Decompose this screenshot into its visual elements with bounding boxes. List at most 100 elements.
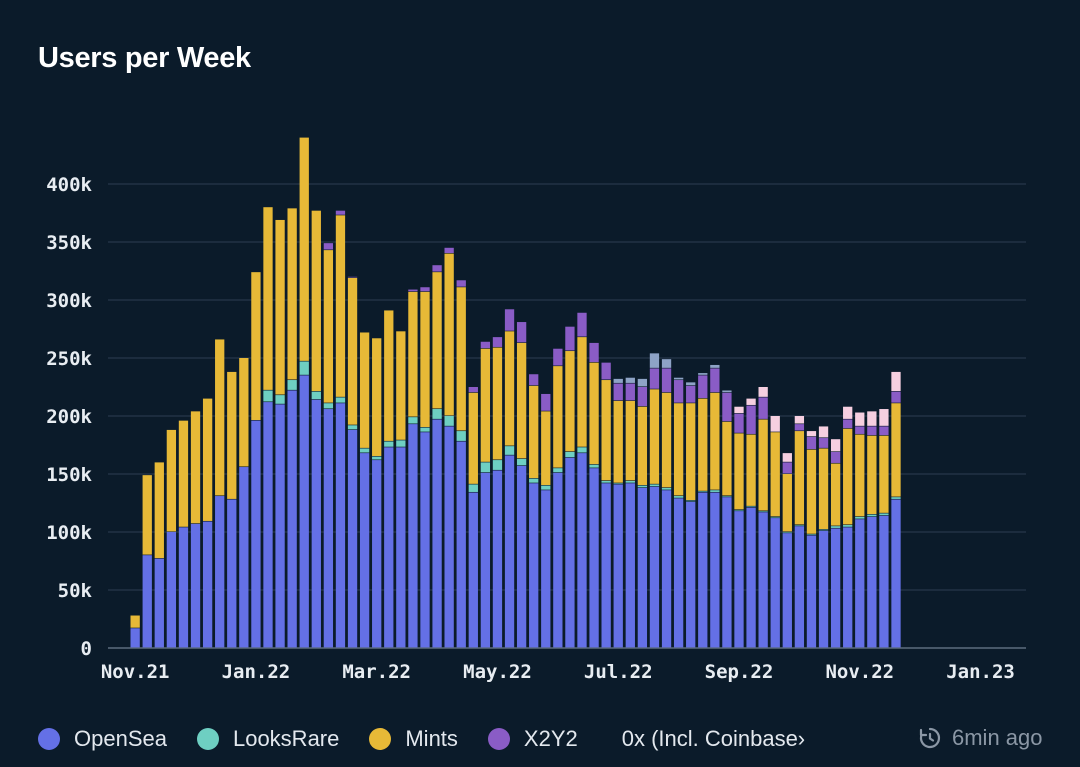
bar-segment-opensea[interactable] (649, 486, 660, 648)
bar-segment-opensea[interactable] (166, 532, 177, 648)
bar-segment-mints[interactable] (541, 411, 551, 485)
bar-segment-other[interactable] (818, 426, 829, 438)
bar-segment-other[interactable] (806, 431, 817, 437)
bar-segment-opensea[interactable] (287, 390, 297, 648)
legend-item-opensea[interactable]: OpenSea (38, 726, 167, 752)
bar-segment-opensea[interactable] (722, 497, 732, 648)
bar-segment-looksrare[interactable] (867, 514, 877, 517)
bar-segment-mints[interactable] (166, 429, 177, 532)
bar-segment-x2y2[interactable] (637, 387, 648, 407)
bar-segment-mints[interactable] (794, 431, 805, 525)
bar-segment-mints[interactable] (601, 380, 611, 481)
bar-segment-mints[interactable] (190, 411, 201, 524)
bar-segment-opensea[interactable] (420, 432, 430, 648)
bar-segment-blur[interactable] (698, 373, 708, 375)
bar-segment-x2y2[interactable] (347, 276, 358, 278)
bar-segment-other[interactable] (830, 439, 841, 452)
bar-segment-mints[interactable] (637, 406, 648, 485)
bar-segment-looksrare[interactable] (577, 447, 587, 453)
bar-segment-opensea[interactable] (202, 521, 213, 648)
bar-segment-looksrare[interactable] (275, 395, 285, 404)
bar-segment-mints[interactable] (879, 435, 889, 513)
bar-segment-mints[interactable] (239, 358, 249, 467)
bar-segment-mints[interactable] (529, 385, 539, 479)
bar-segment-opensea[interactable] (843, 527, 853, 648)
bar-segment-opensea[interactable] (432, 419, 442, 648)
bar-segment-other[interactable] (758, 387, 768, 397)
bar-segment-looksrare[interactable] (323, 403, 334, 409)
bar-segment-x2y2[interactable] (516, 322, 527, 343)
bar-segment-mints[interactable] (154, 462, 164, 559)
bar-segment-mints[interactable] (215, 339, 225, 496)
bar-segment-opensea[interactable] (734, 511, 744, 648)
bar-segment-x2y2[interactable] (673, 380, 684, 403)
bar-segment-x2y2[interactable] (601, 362, 611, 380)
bar-segment-mints[interactable] (311, 210, 321, 392)
bar-segment-mints[interactable] (492, 347, 503, 460)
bar-segment-blur[interactable] (722, 390, 732, 393)
bar-segment-looksrare[interactable] (287, 380, 297, 390)
bar-segment-opensea[interactable] (396, 447, 406, 648)
bar-segment-mints[interactable] (384, 310, 394, 441)
bar-segment-opensea[interactable] (698, 492, 708, 648)
bar-segment-mints[interactable] (396, 331, 406, 440)
bar-segment-opensea[interactable] (553, 472, 563, 648)
bar-segment-looksrare[interactable] (347, 425, 358, 430)
bar-segment-x2y2[interactable] (323, 243, 334, 250)
bar-segment-x2y2[interactable] (492, 337, 503, 347)
bar-segment-looksrare[interactable] (263, 390, 273, 402)
bar-segment-x2y2[interactable] (589, 342, 599, 363)
bar-segment-opensea[interactable] (879, 515, 889, 648)
bar-segment-other[interactable] (746, 398, 756, 405)
bar-segment-x2y2[interactable] (649, 368, 660, 389)
bar-segment-mints[interactable] (468, 392, 478, 484)
bar-segment-mints[interactable] (227, 371, 237, 499)
bar-segment-x2y2[interactable] (806, 436, 817, 450)
bar-segment-x2y2[interactable] (504, 309, 515, 331)
bar-segment-looksrare[interactable] (553, 468, 563, 473)
bar-segment-opensea[interactable] (529, 483, 539, 648)
bar-segment-opensea[interactable] (359, 453, 370, 648)
bar-segment-looksrare[interactable] (637, 485, 648, 488)
bar-segment-opensea[interactable] (891, 499, 901, 648)
bar-segment-x2y2[interactable] (758, 397, 768, 419)
bar-segment-opensea[interactable] (190, 523, 201, 648)
bar-segment-opensea[interactable] (251, 420, 261, 648)
bar-segment-opensea[interactable] (311, 399, 321, 648)
bar-segment-x2y2[interactable] (686, 385, 696, 403)
bar-segment-looksrare[interactable] (589, 464, 599, 468)
bar-segment-looksrare[interactable] (758, 511, 768, 512)
bar-segment-looksrare[interactable] (444, 416, 454, 426)
bar-segment-opensea[interactable] (323, 409, 334, 648)
bar-segment-looksrare[interactable] (408, 417, 418, 424)
bar-segment-looksrare[interactable] (855, 516, 865, 519)
bar-segment-x2y2[interactable] (698, 375, 708, 398)
bar-segment-mints[interactable] (565, 351, 575, 452)
bar-segment-looksrare[interactable] (830, 526, 841, 528)
bar-segment-looksrare[interactable] (613, 483, 623, 484)
bar-segment-x2y2[interactable] (722, 392, 732, 422)
bar-segment-opensea[interactable] (468, 492, 478, 648)
bar-segment-mints[interactable] (734, 433, 744, 510)
bar-segment-opensea[interactable] (613, 484, 623, 648)
bar-segment-other[interactable] (879, 409, 889, 426)
bar-segment-x2y2[interactable] (867, 426, 877, 436)
bar-segment-opensea[interactable] (867, 516, 877, 648)
legend-item-looksrare[interactable]: LooksRare (196, 726, 339, 752)
bar-segment-opensea[interactable] (855, 519, 865, 648)
bar-segment-x2y2[interactable] (444, 247, 454, 253)
bar-segment-mints[interactable] (142, 475, 152, 555)
bar-segment-looksrare[interactable] (541, 485, 551, 490)
bar-segment-x2y2[interactable] (456, 280, 466, 287)
bar-segment-x2y2[interactable] (432, 265, 442, 272)
bar-segment-opensea[interactable] (456, 441, 466, 648)
bar-segment-opensea[interactable] (782, 533, 792, 648)
bar-segment-looksrare[interactable] (565, 451, 575, 458)
bar-segment-x2y2[interactable] (879, 426, 889, 436)
bar-segment-x2y2[interactable] (855, 426, 865, 434)
bar-segment-mints[interactable] (710, 392, 720, 490)
bar-segment-mints[interactable] (420, 291, 430, 427)
bar-segment-x2y2[interactable] (565, 326, 575, 351)
bar-segment-mints[interactable] (251, 272, 261, 421)
bar-segment-x2y2[interactable] (468, 387, 478, 393)
